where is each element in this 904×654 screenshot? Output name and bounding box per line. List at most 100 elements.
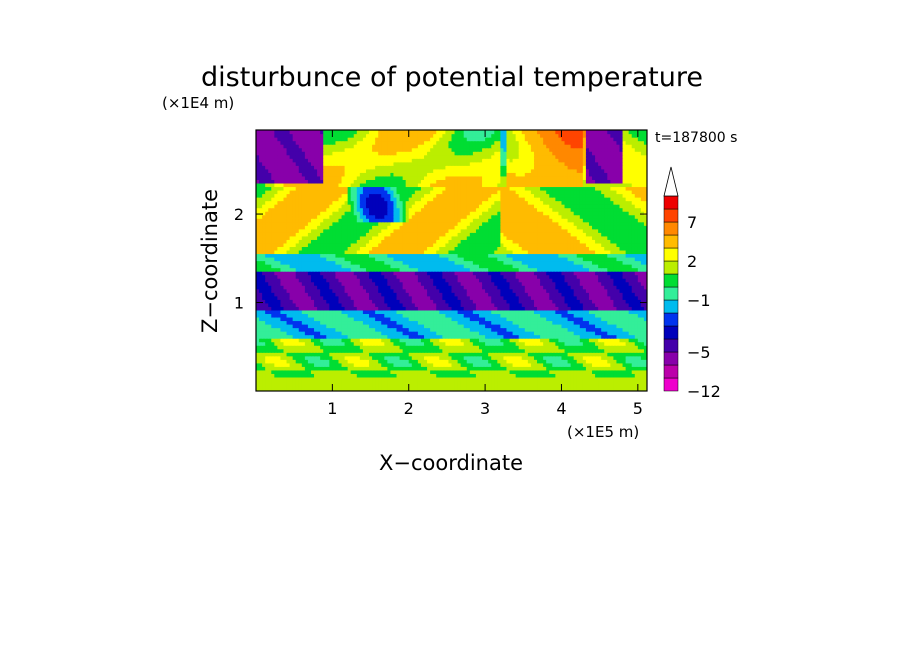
heatmap-cell [619,278,624,283]
heatmap-cell [576,362,581,367]
heatmap-cell [503,274,508,279]
heatmap-cell [616,288,621,293]
heatmap-cell [509,331,514,336]
heatmap-cell [613,285,618,290]
heatmap-cell [576,256,581,262]
heatmap-cell [537,288,541,293]
heatmap-cell [442,288,446,293]
heatmap-cell [417,292,422,297]
heatmap-cell [381,383,385,389]
heatmap-cell [335,316,340,322]
heatmap-cell [356,278,361,283]
heatmap-cell [454,359,459,364]
heatmap-cell [393,348,398,353]
heatmap-cell [601,256,605,262]
heatmap-cell [616,369,621,374]
heatmap-cell [503,341,508,346]
heatmap-cell [454,373,459,378]
heatmap-cell [552,299,556,304]
heatmap-cell [286,341,291,346]
heatmap-cell [417,341,422,346]
heatmap-cell [491,362,495,367]
heatmap-cell [448,285,453,290]
heatmap-cell [503,376,508,382]
heatmap-cell [619,352,624,357]
heatmap-cell [430,302,434,307]
heatmap-cell [256,359,260,364]
heatmap-cell [390,320,395,325]
heatmap-cell [387,295,391,300]
heatmap-cell [588,383,593,389]
heatmap-cell [469,281,474,286]
heatmap-cell [592,348,596,353]
heatmap-cell [494,320,498,325]
heatmap-cell [387,348,391,353]
heatmap-cell [625,302,630,307]
heatmap-cell [598,302,602,307]
heatmap-cell [466,338,471,343]
heatmap-cell [549,313,553,318]
heatmap-cell [448,253,453,258]
heatmap-cell [365,309,370,315]
heatmap-cell [527,316,532,322]
heatmap-cell [414,253,419,258]
heatmap-cell [323,380,327,385]
heatmap-cell [372,376,376,382]
heatmap-cell [631,309,636,315]
heatmap-cell [482,281,486,286]
heatmap-cell [411,295,416,300]
heatmap-cell [555,338,560,343]
heatmap-cell [451,288,456,293]
heatmap-cell [451,285,456,290]
heatmap-cell [469,338,474,343]
heatmap-cell [506,334,511,339]
heatmap-cell [402,299,407,304]
heatmap-cell [448,348,453,353]
heatmap-cell [497,376,501,382]
heatmap-cell [625,327,630,332]
heatmap-cell [601,323,605,329]
heatmap-cell [268,320,272,325]
heatmap-cell [448,288,453,293]
heatmap-cell [436,334,440,339]
heatmap-cell [277,299,282,304]
heatmap-cell [381,306,385,311]
heatmap-cell [381,334,385,339]
heatmap-cell [601,341,605,346]
heatmap-cell [582,369,587,374]
heatmap-cell [402,316,407,322]
heatmap-cell [378,366,382,371]
heatmap-cell [262,285,266,290]
heatmap-cell [350,348,355,353]
heatmap-cell [387,331,391,336]
heatmap-cell [512,295,517,300]
heatmap-cell [445,376,450,382]
heatmap-cell [332,352,337,357]
heatmap-cell [485,362,489,367]
heatmap-cell [610,345,614,350]
heatmap-cell [310,348,315,353]
heatmap-cell [268,253,272,258]
heatmap-cell [402,355,407,360]
heatmap-cell [271,313,275,318]
heatmap-cell [320,323,324,329]
heatmap-cell [506,313,511,318]
heatmap-cell [634,267,639,272]
heatmap-cell [616,334,621,339]
heatmap-cell [485,281,489,286]
heatmap-cell [634,362,639,367]
heatmap-cell [631,345,636,350]
heatmap-cell [414,264,419,269]
heatmap-cell [402,366,407,371]
heatmap-cell [640,299,645,304]
heatmap-cell [503,285,508,290]
heatmap-cell [527,383,532,389]
heatmap-cell [298,292,303,297]
heatmap-cell [289,373,294,378]
heatmap-cell [613,369,618,374]
heatmap-cell [326,302,330,307]
heatmap-cell [384,348,388,353]
heatmap-cell [552,306,556,311]
heatmap-cell [588,345,593,350]
heatmap-cell [408,316,413,322]
